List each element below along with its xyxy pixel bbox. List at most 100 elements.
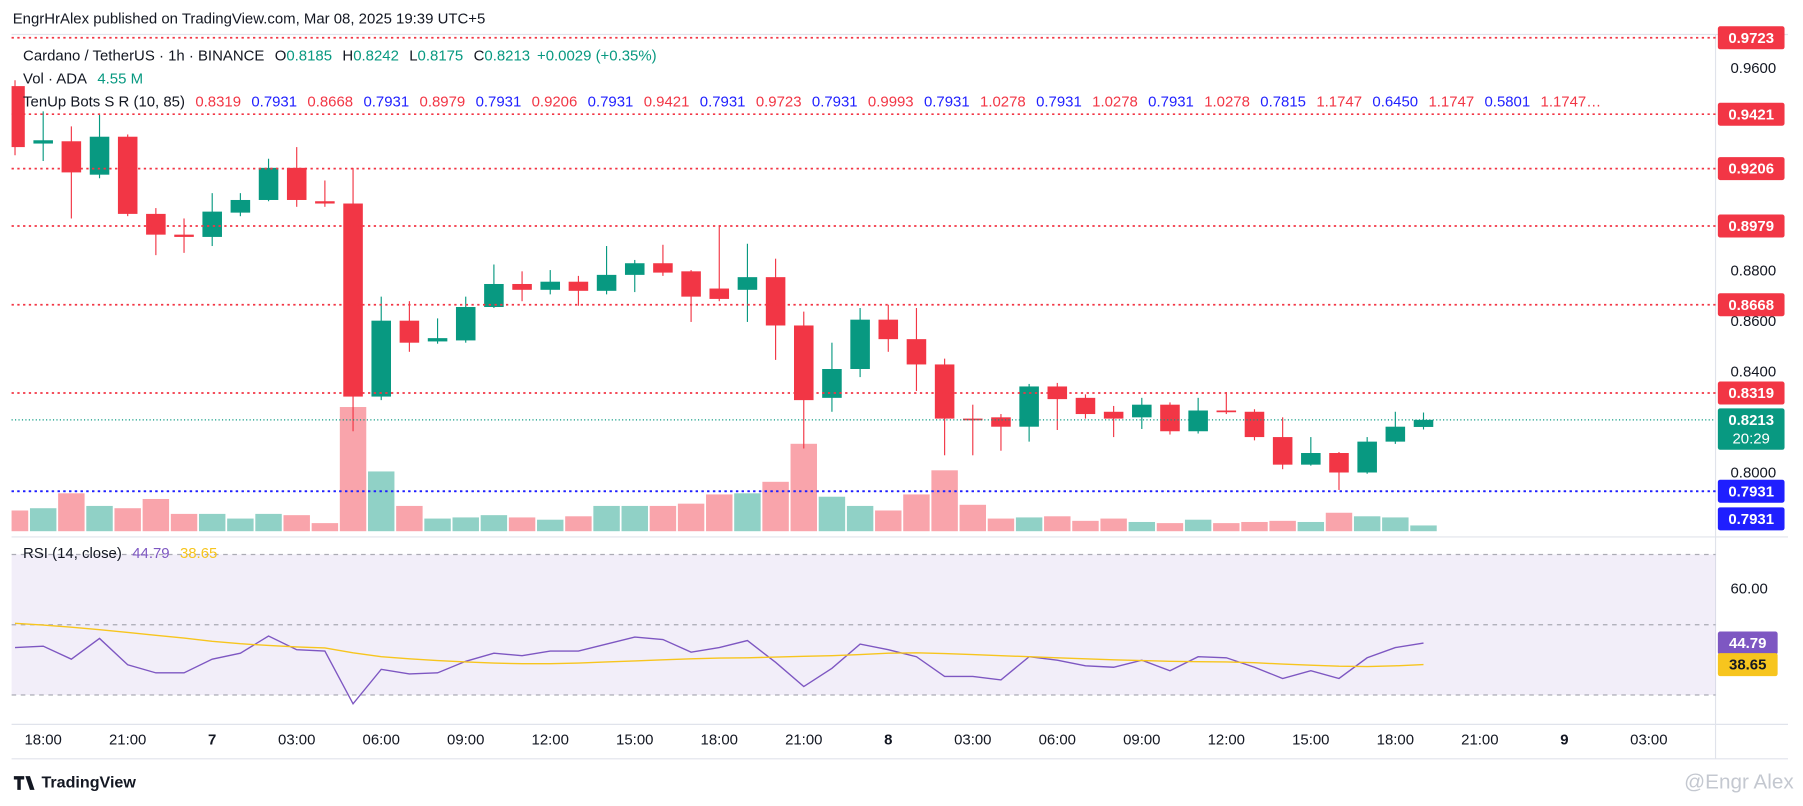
level-badge-label: 0.9206 [1728, 161, 1774, 178]
candle-body [596, 274, 617, 291]
rsi-name: RSI (14, close) [23, 545, 122, 562]
candle-body [568, 281, 589, 291]
candle-body [793, 325, 814, 401]
y-tick-label: 0.8000 [1730, 465, 1776, 482]
indicator-value: 0.9993 [868, 93, 914, 110]
level-badge [1717, 293, 1785, 317]
indicator-value: 0.9421 [644, 93, 690, 110]
candle-body [484, 283, 504, 308]
x-tick-label: 09:00 [1123, 731, 1160, 748]
volume-bar [1100, 518, 1127, 532]
level-badge-label: 0.7931 [1728, 511, 1774, 528]
volume-bar [424, 518, 451, 532]
volume-bar [1353, 516, 1381, 532]
candle-body [709, 288, 730, 299]
volume-bar [649, 505, 677, 532]
level-badge-label: 0.8668 [1728, 297, 1774, 314]
candle-body [1301, 453, 1321, 465]
indicator-value: 0.9723 [756, 93, 802, 110]
published-note: EngrHrAlex published on TradingView.com,… [13, 10, 486, 27]
y-tick-label: 0.9600 [1730, 60, 1776, 77]
candle-body [850, 319, 870, 370]
candle-body [1357, 441, 1377, 473]
level-badge-label: 0.8979 [1728, 218, 1774, 235]
volume-bar [1044, 516, 1071, 532]
volume-bar [706, 494, 733, 532]
level-badge-label: 0.9421 [1728, 106, 1774, 123]
candle-body [1216, 410, 1237, 413]
candle-body [89, 136, 110, 175]
level-badge [1717, 102, 1785, 126]
last-price-badge [1717, 408, 1785, 450]
volume-bar [58, 493, 85, 532]
rsi-badge [1717, 631, 1778, 655]
volume-bar [1128, 521, 1156, 532]
rsi-badge-label: 38.65 [1729, 657, 1766, 674]
candle-body [427, 338, 448, 342]
x-tick-label: 8 [884, 731, 892, 748]
ohlc-key: O [275, 47, 287, 64]
candle-body [117, 136, 138, 214]
indicator-value: 1.0278 [980, 93, 1026, 110]
candle-body [1385, 426, 1406, 442]
x-tick-label: 18:00 [24, 731, 61, 748]
indicator-value: 0.8668 [307, 93, 353, 110]
last-price-label: 0.8213 [1728, 412, 1774, 429]
ohlc-value: 0.8175 [418, 47, 464, 64]
candle-body [399, 320, 420, 343]
indicator-value: 0.7931 [812, 93, 858, 110]
volume-bar [903, 494, 930, 532]
volume-legend: Vol · ADA 4.55 M [23, 70, 143, 87]
x-tick-label: 18:00 [1377, 731, 1414, 748]
candle-body [653, 263, 673, 273]
volume-bar [452, 517, 479, 532]
volume-bar [367, 471, 395, 532]
volume-bar [677, 503, 705, 532]
candle-body [1160, 404, 1180, 432]
ohlc-value: 0.8242 [353, 47, 399, 64]
y-tick-label: 0.8600 [1730, 313, 1776, 330]
volume-bar [959, 504, 987, 532]
volume-value: 4.55 M [97, 70, 143, 87]
candle-body [230, 199, 251, 213]
volume-bar [1184, 519, 1212, 532]
candle-body [174, 234, 194, 237]
ohlc-value: 0.8185 [286, 47, 332, 64]
rsi-line [14, 622, 1424, 668]
candle-body [1047, 386, 1068, 400]
x-tick-label: 18:00 [701, 731, 738, 748]
candle-body [1413, 419, 1434, 427]
rsi-badge [1717, 653, 1778, 677]
volume-bar [114, 508, 141, 532]
candle-body [624, 263, 645, 275]
volume-bar [987, 518, 1015, 532]
candle-body [681, 271, 701, 297]
volume-bar [846, 505, 874, 532]
indicator-legend: TenUp Bots S R (10, 85) 0.8319 0.7931 0.866… [23, 93, 1601, 110]
indicator-value: 1.0278 [1204, 93, 1250, 110]
volume-bar [537, 519, 564, 532]
candle-body [286, 167, 307, 200]
volume-bar [1382, 517, 1409, 532]
volume-bar [311, 523, 339, 532]
x-tick-label: 12:00 [532, 731, 569, 748]
volume-bar [396, 505, 423, 532]
x-tick-label: 03:00 [278, 731, 315, 748]
volume-bar [931, 470, 958, 532]
volume-bar [875, 510, 902, 532]
candle-body [765, 277, 786, 326]
candle-body [1019, 386, 1039, 427]
indicator-value: 0.7931 [1036, 93, 1082, 110]
candle-body [540, 281, 561, 290]
level-badge [1717, 157, 1785, 181]
volume-bar [198, 513, 226, 532]
indicator-value: 1.1747 [1316, 93, 1362, 110]
candle-body [1132, 404, 1152, 418]
price-pane [11, 80, 1437, 532]
indicator-value: 0.7931 [363, 93, 409, 110]
indicator-value: 0.6450 [1372, 93, 1418, 110]
volume-bar [508, 517, 536, 532]
x-tick-label: 21:00 [785, 731, 822, 748]
volume-bar [734, 493, 761, 532]
candle-body [1244, 411, 1265, 438]
